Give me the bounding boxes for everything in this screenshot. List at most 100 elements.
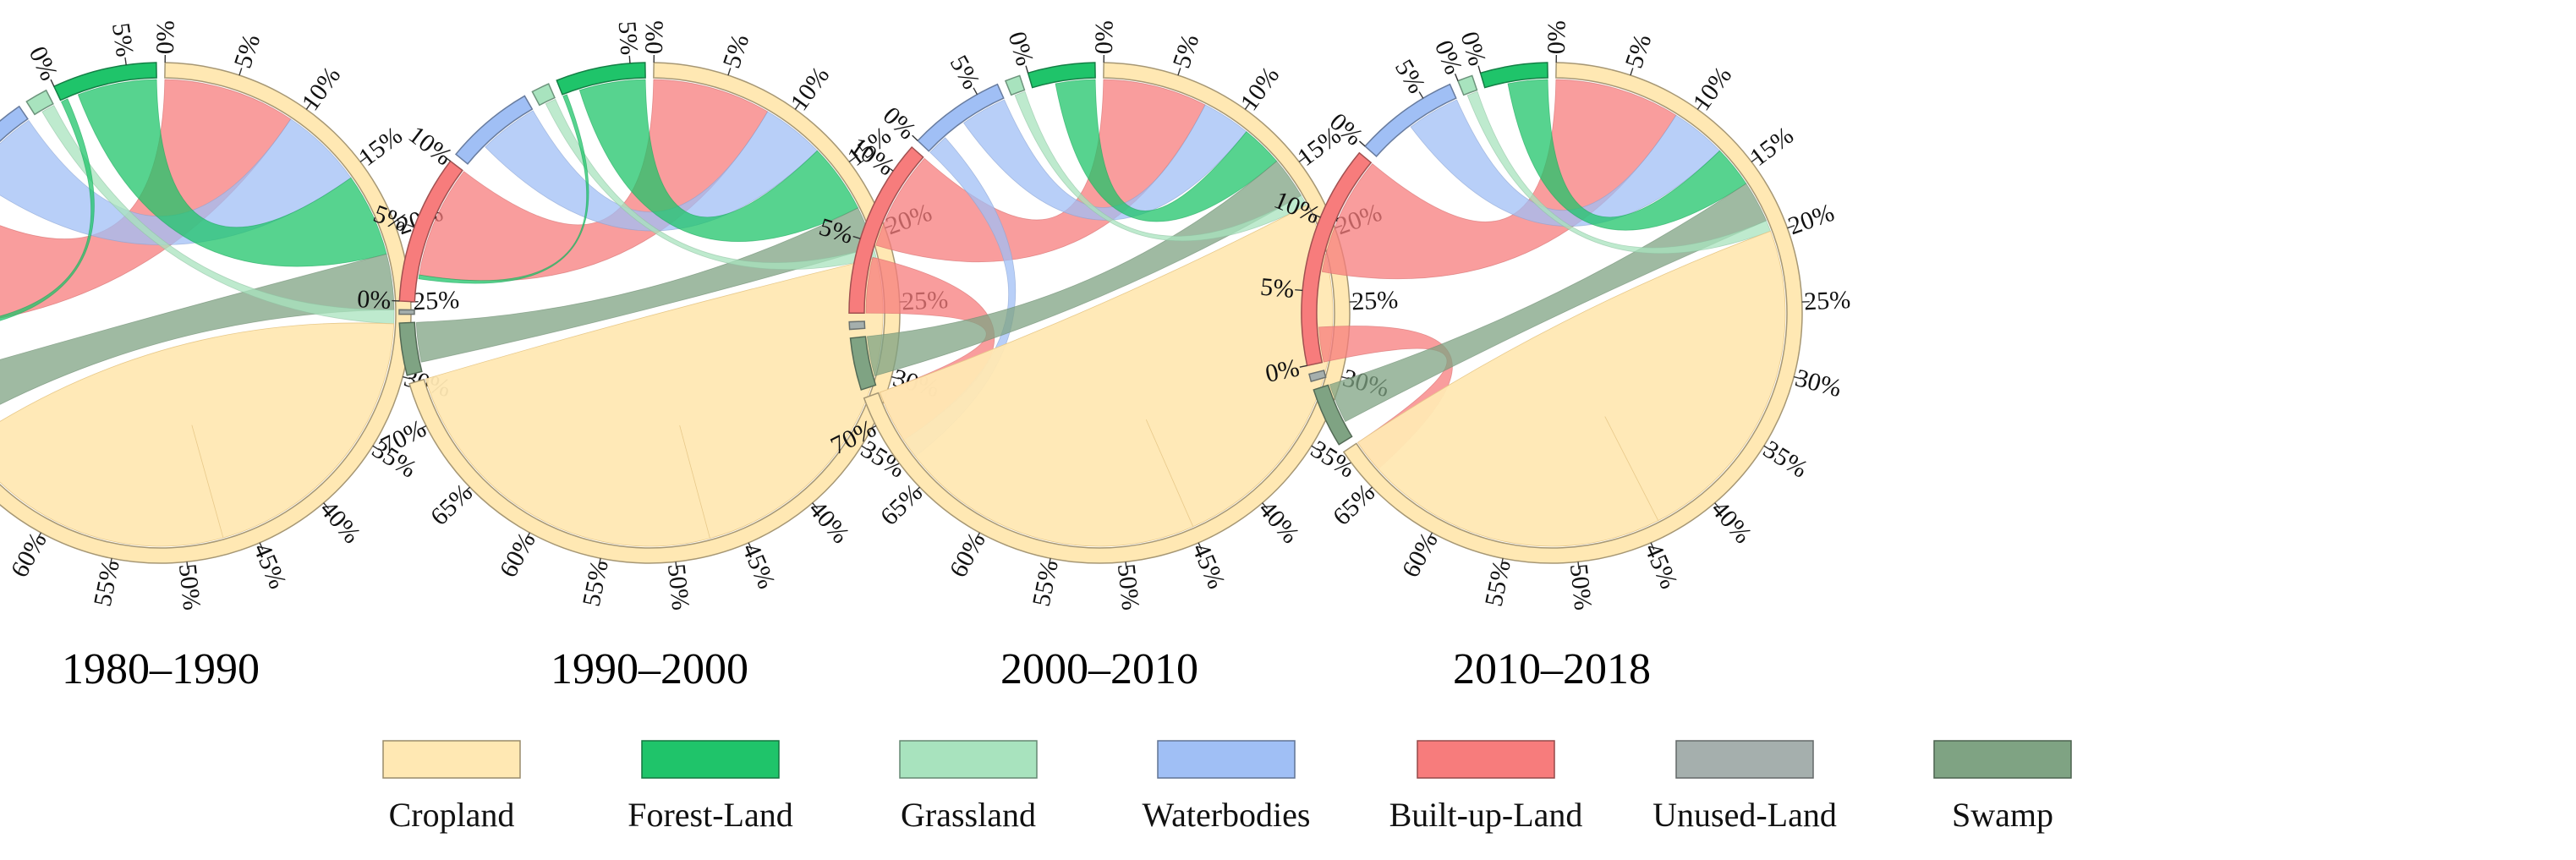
tick-mark [973,87,978,96]
tick-mark [727,68,732,76]
arc-built-up-land [398,160,463,303]
tick-mark [812,502,819,509]
arc-cropland [1342,62,1803,564]
tick-mark [748,542,753,551]
tick-mark [444,156,452,162]
tick-label-cropland: 45% [248,540,292,594]
tick-mark [1477,65,1482,74]
tick-mark [259,542,264,551]
legend-swatch [1675,740,1814,779]
legend-swatch [1157,740,1296,779]
tick-mark [1500,558,1504,567]
legend-swatch [1933,740,2072,779]
tick-mark [848,156,856,162]
legend-label: Unused-Land [1652,796,1837,834]
tick-label-cropland: 50% [662,562,695,611]
tick-mark [305,102,312,110]
tick-label-cropland: 0% [151,20,180,55]
tick-mark [869,425,877,430]
tick-label-cropland: 45% [1639,540,1683,594]
ribbons [1318,79,1786,547]
tick-label-cropland: 30% [1792,364,1844,403]
tick-mark [598,558,601,567]
tick-label-cropland: 25% [1351,286,1398,315]
legend-label: Grassland [901,796,1036,834]
tick-label-cropland: 50% [1112,562,1145,611]
tick-mark [1577,561,1580,570]
tick-mark [1244,102,1251,110]
ribbon-cropland-to-forest-land [1507,79,1747,231]
tick-mark [1311,445,1318,451]
tick-mark [794,102,801,110]
tick-label-cropland: 5% [1167,30,1204,71]
legend-item-forest-land: Forest-Land [628,740,793,834]
tick-label-cropland: 45% [1187,540,1230,594]
tick-mark [323,502,330,509]
tick-mark [1177,68,1181,76]
ribbons [415,79,884,547]
tick-label-cropland: 0% [640,20,669,55]
tick-mark [109,558,112,567]
legend-item-cropland: Cropland [382,740,521,834]
arc-grassland [1456,74,1478,96]
tick-mark [1454,74,1459,81]
ribbon-cropland-to-cropland [0,322,395,547]
ribbon-cropland-to-grassland [545,98,877,271]
tick-mark [1025,65,1029,74]
tick-label-cropland: 20% [1784,199,1838,241]
legend-item-waterbodies: Waterbodies [1143,740,1310,834]
tick-label-cropland: 0% [1090,20,1119,55]
tick-mark [1198,542,1203,551]
ribbon-cropland-to-forest-land [1055,79,1278,222]
tick-label-cropland: 50% [173,562,206,611]
arc-built-up-land [848,145,924,315]
tick-mark [628,55,631,63]
tick-label-cropland: 25% [412,286,459,315]
arc-forest-land [1027,62,1096,89]
tick-mark [1358,140,1366,147]
tick-label-cropland: 0% [1543,20,1571,55]
ribbon-cropland-to-grassland [1466,90,1772,255]
legend-label: Swamp [1952,796,2053,834]
arc-swamp [849,336,877,391]
legend-swatch [899,740,1038,779]
tick-mark [1763,445,1771,451]
tick-mark [891,375,900,380]
tick-mark [403,375,411,380]
arcs [848,62,1351,564]
tick-mark [912,134,918,141]
chord-panel-1980-1990: 0%5%10%15%20%25%30%35%40%45%50%55%60%65%… [0,20,460,693]
tick-mark [1787,225,1795,229]
ribbon-cropland-to-grassland [1014,90,1307,242]
tick-mark [407,223,415,228]
tick-mark [1295,288,1303,292]
arc-forest-land [1479,62,1548,89]
tick-mark [1650,542,1655,551]
tick-mark [1313,213,1321,218]
arc-waterbodies [454,95,534,165]
tick-mark [36,532,42,540]
arc-unused-land [1308,370,1327,382]
legend-label: Built-up-Land [1389,796,1583,834]
ribbons [865,79,1334,547]
tick-label-cropland: 60% [5,528,52,582]
tick-mark [372,445,380,451]
arc-grassland [1004,74,1026,96]
ribbons [0,79,395,547]
tick-label-cropland: 5% [717,30,754,71]
tick-label-cropland: 50% [1565,562,1598,611]
arcs [398,62,901,564]
tick-mark [186,561,189,570]
tick-mark [50,79,55,87]
arc-waterbodies [1364,83,1457,157]
tick-mark [1298,156,1306,162]
tick-label-forest-land: 0% [1003,29,1039,69]
tick-label-built-up-land: 5% [1259,273,1296,304]
ribbon-cropland-to-cropland [1357,230,1786,547]
arc-built-up-land [1301,151,1373,367]
tick-label-forest-land: 0% [24,42,63,85]
tick-mark [975,532,981,540]
tick-mark [675,561,677,570]
tick-label-cropland: 60% [1396,528,1443,582]
ribbon-forest-land-to-built-up-land [418,94,589,284]
